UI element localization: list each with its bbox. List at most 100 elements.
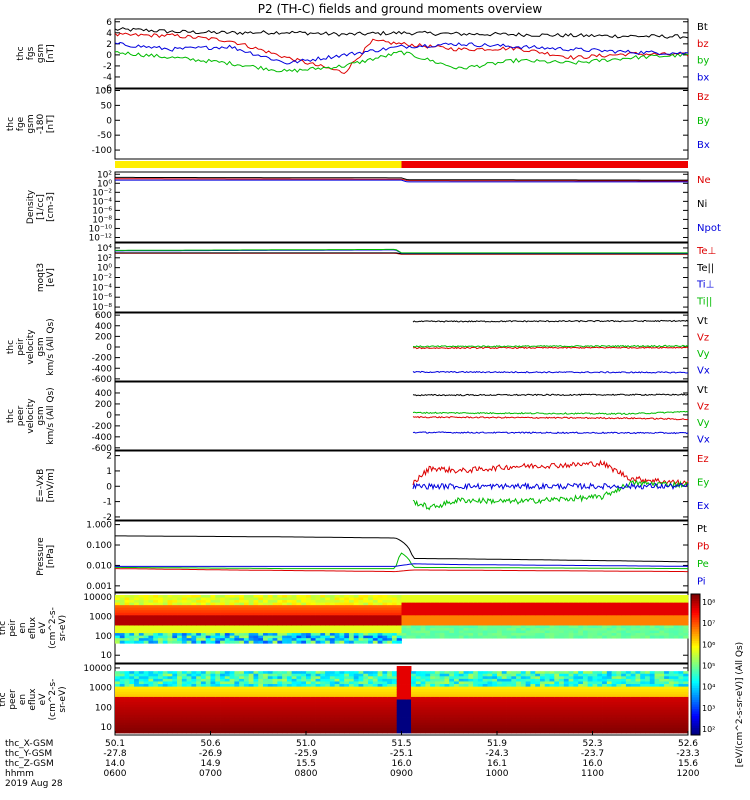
spectrogram-cell	[220, 671, 226, 675]
spectrogram-cell	[487, 686, 493, 690]
spectrogram-cell	[578, 628, 584, 631]
spectrogram-cell	[325, 699, 331, 703]
spectrogram-cell	[520, 686, 527, 690]
spectrogram-cell	[124, 671, 130, 675]
spectrogram-cell	[267, 622, 273, 626]
spectrogram-cell	[597, 612, 603, 616]
spectrogram-cell	[143, 684, 149, 688]
spectrogram-cell	[497, 635, 503, 639]
spectrogram-cell	[525, 602, 531, 606]
legend-label: Vt	[697, 316, 708, 327]
spectrogram-cell	[449, 630, 455, 634]
spectrogram-cell	[329, 689, 336, 693]
spectrogram-cell	[167, 691, 173, 695]
spectrogram-cell	[477, 714, 484, 718]
spectrogram-cell	[267, 712, 273, 716]
spectrogram-cell	[563, 630, 570, 634]
spectrogram-cell	[172, 628, 178, 631]
spectrogram-cell	[430, 610, 436, 614]
spectrogram-cell	[291, 696, 297, 700]
spectrogram-cell	[430, 686, 436, 690]
spectrogram-cell	[220, 709, 226, 713]
spectrogram-cell	[177, 638, 183, 642]
spectrogram-cell	[382, 681, 388, 685]
spectrogram-cell	[215, 620, 221, 624]
spectrogram-cell	[430, 622, 436, 626]
spectrogram-cell	[215, 702, 221, 706]
spectrogram-cell	[554, 673, 560, 677]
spectrogram-cell	[172, 689, 178, 693]
spectrogram-cell	[115, 600, 121, 604]
spectrogram-cell	[473, 628, 479, 631]
spectrogram-cell	[439, 628, 445, 631]
spectrogram-cell	[387, 612, 393, 616]
spectrogram-cell	[635, 597, 641, 601]
spectrogram-cell	[406, 725, 412, 729]
spectrogram-cell	[554, 714, 560, 718]
spectrogram-cell	[267, 717, 273, 721]
spectrogram-cell	[186, 607, 192, 611]
spectrogram-cell	[468, 722, 474, 726]
spectrogram-cell	[425, 678, 431, 682]
spectrogram-cell	[454, 707, 460, 711]
spectrogram-cell	[497, 694, 503, 698]
spectrogram-cell	[315, 704, 321, 708]
spectrogram-cell	[320, 612, 326, 616]
spectrogram-cell	[434, 612, 441, 616]
spectrogram-cell	[115, 707, 121, 711]
spectrogram-cell	[286, 707, 293, 711]
spectrogram-cell	[129, 600, 135, 604]
spectrogram-cell	[501, 694, 507, 698]
spectrogram-cell	[363, 617, 369, 621]
spectrogram-cell	[124, 709, 130, 713]
spectrogram-cell	[497, 709, 503, 713]
spectrogram-cell	[162, 712, 168, 716]
spectrogram-cell	[234, 707, 240, 711]
spectrogram-cell	[162, 595, 168, 598]
spectrogram-cell	[320, 686, 326, 690]
spectrogram-cell	[310, 671, 316, 675]
y-tick-label: 50	[101, 101, 113, 111]
spectrogram-cell	[520, 725, 527, 729]
spectrogram-cell	[520, 610, 527, 614]
spectrogram-cell	[611, 605, 617, 609]
spectrogram-cell	[516, 633, 522, 637]
spectrogram-cell	[210, 610, 216, 614]
spectrogram-cell	[115, 607, 121, 611]
spectrogram-cell	[630, 628, 636, 631]
spectrogram-cell	[248, 633, 254, 637]
spectrogram-cell	[511, 696, 517, 700]
y-axis-label: moqt3	[36, 263, 46, 292]
y-axis-label: thc	[16, 46, 26, 60]
spectrogram-cell	[348, 722, 355, 726]
spectrogram-cell	[568, 597, 574, 601]
spectrogram-cell	[129, 635, 135, 639]
spectrogram-cell	[458, 612, 464, 616]
spectrogram-cell	[239, 699, 245, 703]
spectrogram-cell	[186, 595, 192, 598]
spectrogram-cell	[129, 633, 135, 637]
spectrogram-cell	[454, 714, 460, 718]
spectrogram-cell	[430, 727, 436, 731]
spectrogram-cell	[439, 625, 445, 629]
spectrogram-cell	[406, 730, 412, 734]
spectrogram-cell	[611, 676, 617, 680]
spectrogram-cell	[224, 730, 230, 734]
spectrogram-cell	[559, 709, 565, 713]
spectrogram-cell	[482, 617, 488, 621]
spectrogram-cell	[134, 712, 140, 716]
spectrogram-cell	[501, 671, 507, 675]
spectrogram-cell	[296, 640, 302, 644]
spectrogram-cell	[578, 696, 584, 700]
spectrogram-cell	[353, 691, 359, 695]
spectrogram-cell	[477, 702, 484, 706]
spectrogram-cell	[220, 702, 226, 706]
spectrogram-cell	[296, 689, 302, 693]
spectrogram-cell	[296, 617, 302, 621]
spectrogram-cell	[559, 620, 565, 624]
spectrogram-cell	[573, 628, 579, 631]
spectrogram-cell	[587, 686, 593, 690]
spectrogram-cell	[597, 625, 603, 629]
spectrogram-cell	[549, 600, 555, 604]
spectrogram-cell	[115, 691, 121, 695]
